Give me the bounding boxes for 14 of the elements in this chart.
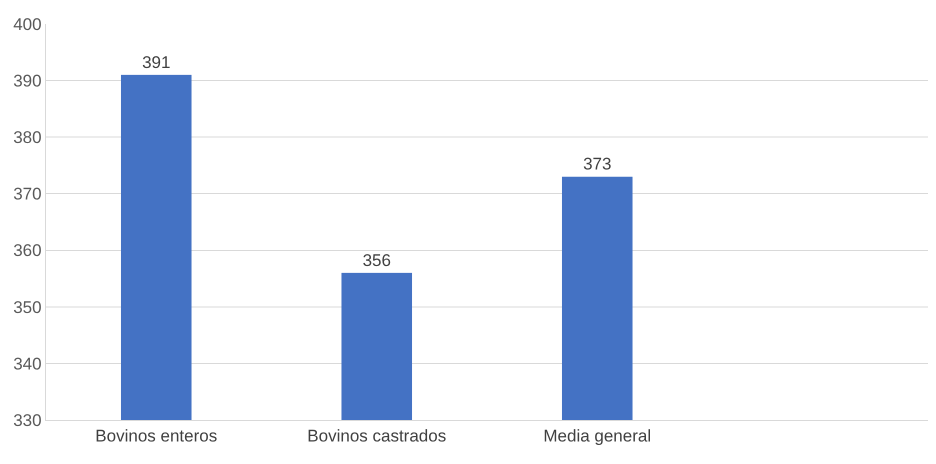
x-tick-label: Bovinos castrados xyxy=(307,426,446,446)
y-tick-label: 380 xyxy=(13,128,42,148)
y-tick-label: 340 xyxy=(13,354,42,374)
x-tick-label: Bovinos enteros xyxy=(95,426,218,446)
y-tick-label: 330 xyxy=(13,410,42,430)
y-tick-label: 360 xyxy=(13,241,42,260)
data-label: 391 xyxy=(142,52,170,72)
y-tick-label: 370 xyxy=(13,184,42,204)
y-tick-label: 390 xyxy=(13,72,42,91)
data-label: 373 xyxy=(583,154,612,174)
data-label: 356 xyxy=(362,250,391,270)
y-tick-label: 400 xyxy=(13,14,42,34)
y-tick-label: 350 xyxy=(13,298,42,317)
x-tick-label: Media general xyxy=(543,426,652,446)
